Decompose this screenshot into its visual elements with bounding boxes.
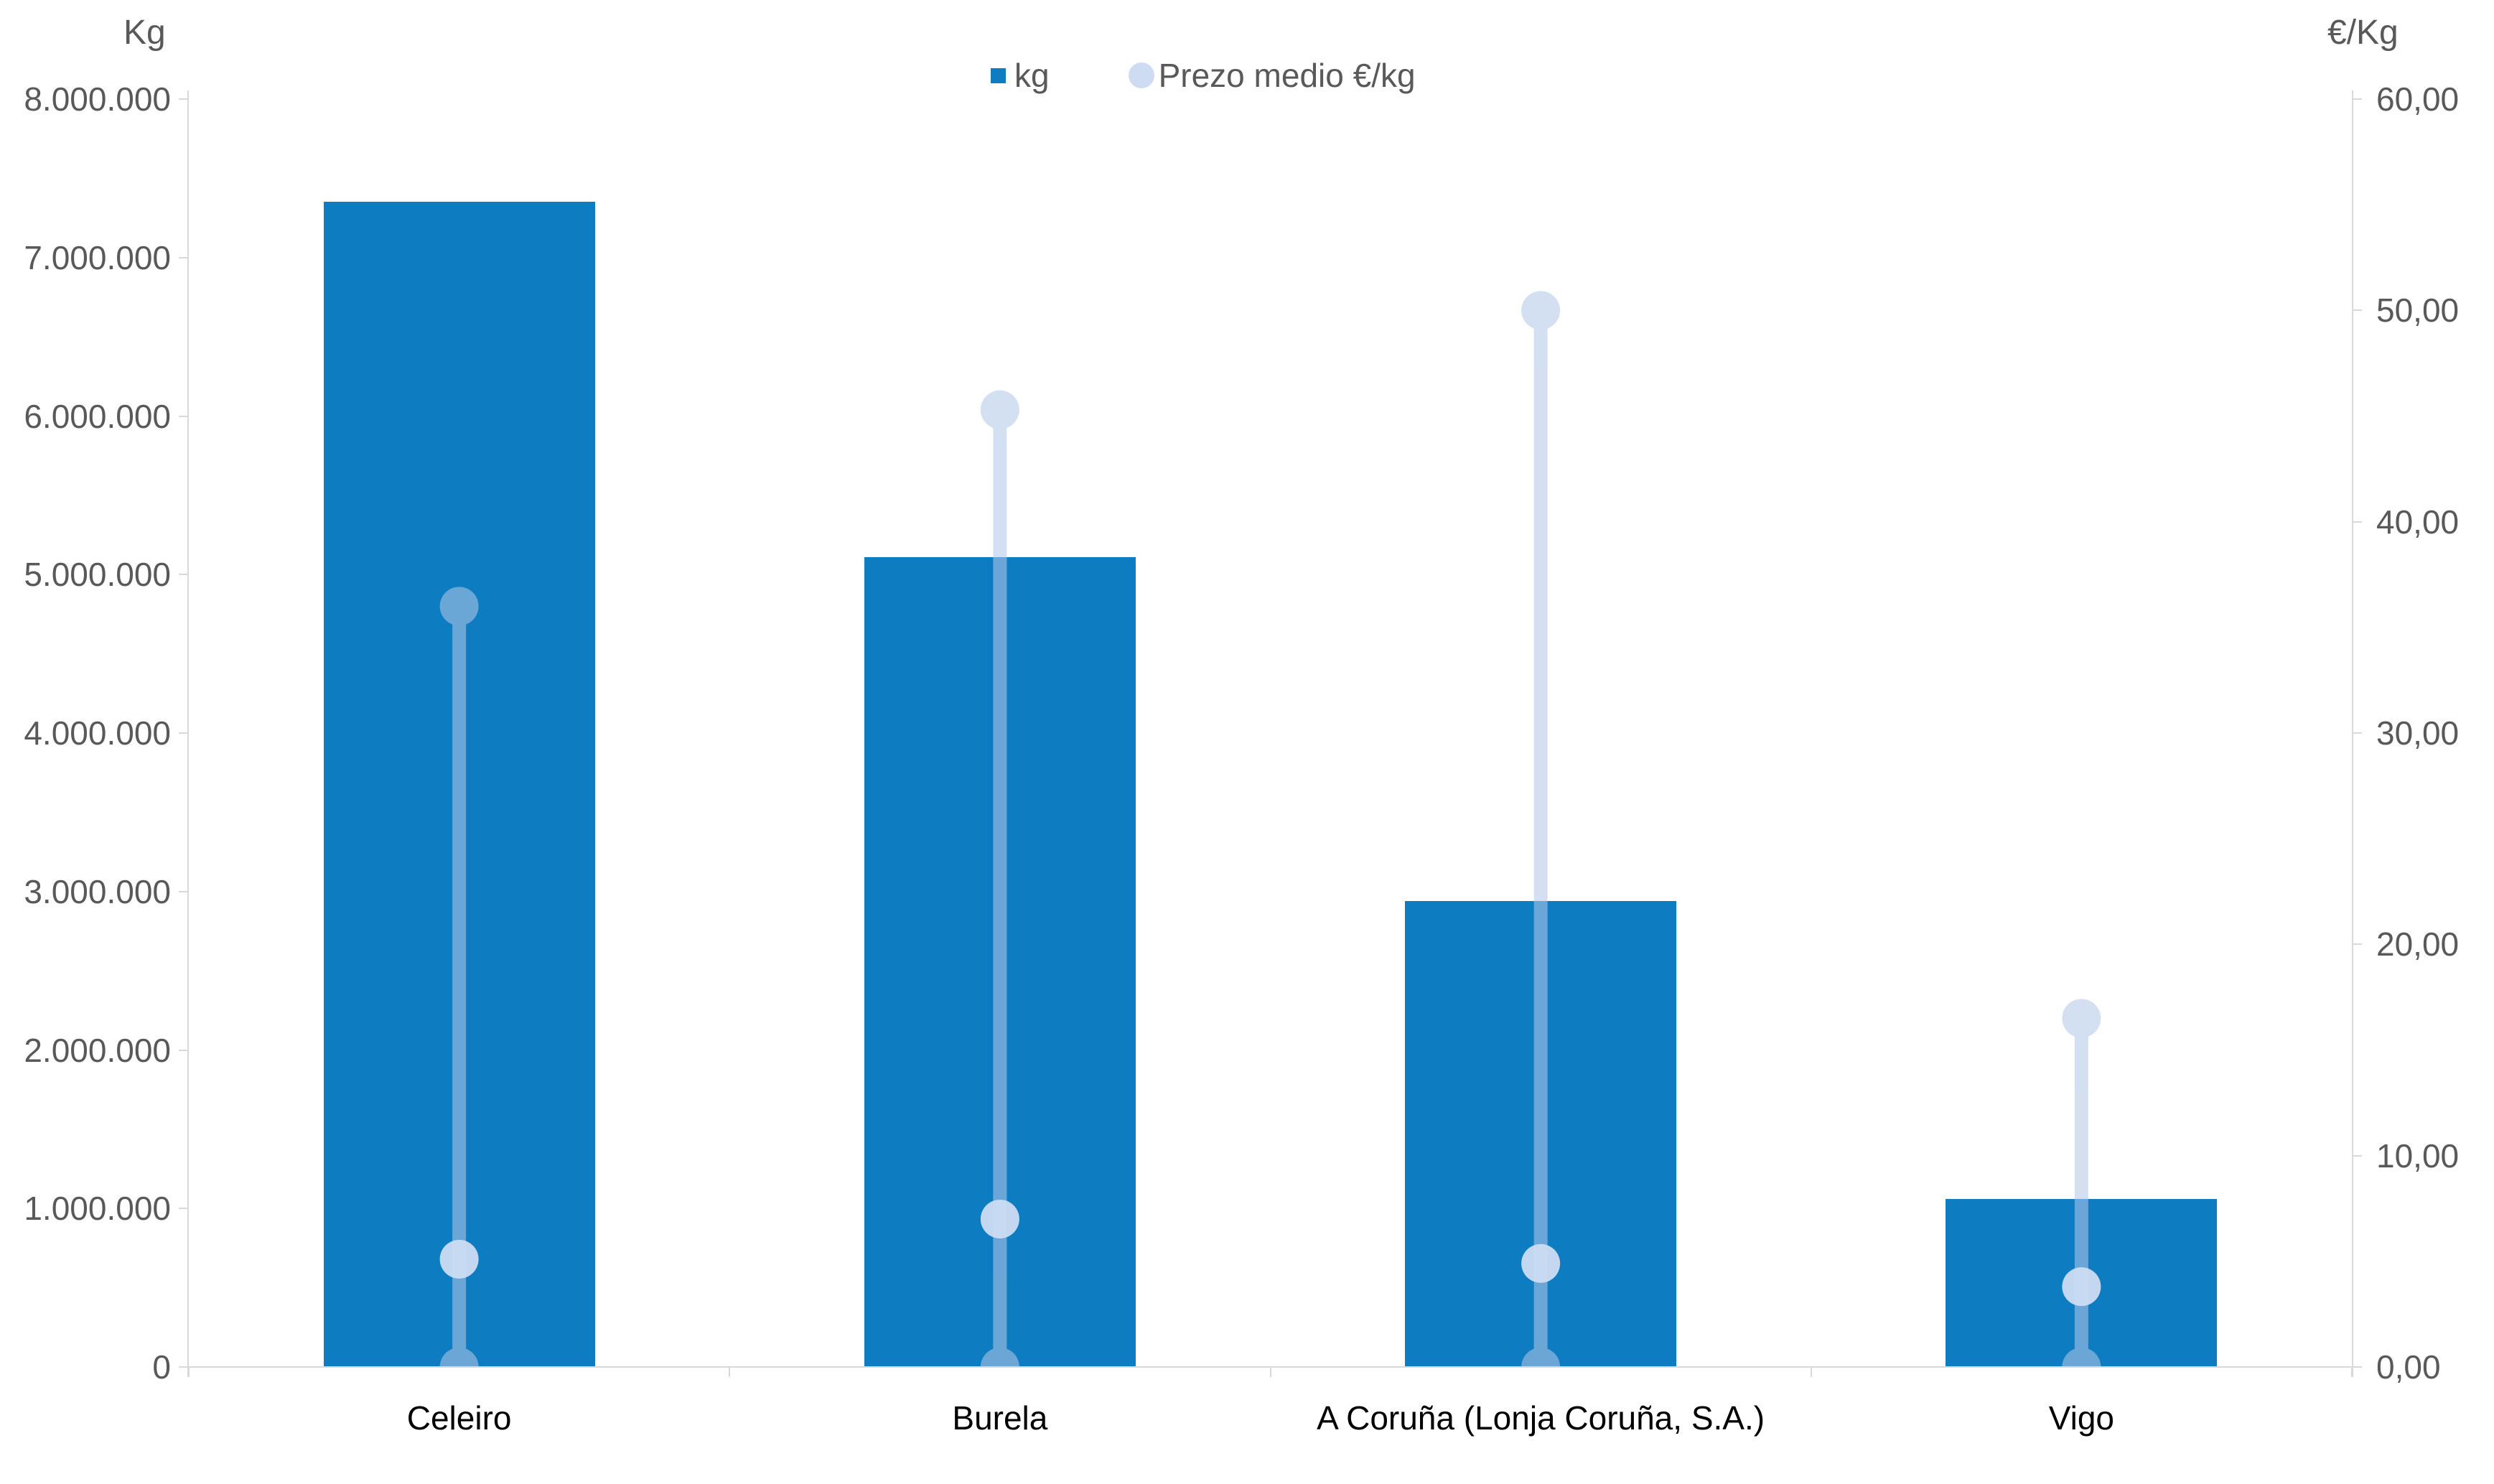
left-axis-tick-label: 5.000.000 xyxy=(24,556,171,594)
legend: kg Prezo medio €/kg xyxy=(991,49,1416,102)
legend-kg-label: kg xyxy=(1014,57,1050,94)
left-axis-tick xyxy=(179,732,187,734)
right-axis-tick xyxy=(2353,521,2362,523)
price-dot-medio-a-coru-a-lonja-coru-a-s-a xyxy=(1521,1243,1561,1283)
x-axis-label-celeiro: Celeiro xyxy=(406,1399,512,1437)
price-stem-a-coru-a-lonja-coru-a-s-a xyxy=(1521,291,1561,1367)
price-dot-low-vigo xyxy=(2062,1348,2101,1367)
price-dot-high-vigo xyxy=(2062,999,2101,1038)
x-axis-category-tick xyxy=(188,1367,190,1377)
right-axis-tick xyxy=(2353,732,2362,734)
left-axis-tick-label: 8.000.000 xyxy=(24,80,171,118)
left-axis-tick-label: 6.000.000 xyxy=(24,397,171,435)
price-dot-low-celeiro xyxy=(439,1348,479,1367)
price-dot-high-a-coru-a-lonja-coru-a-s-a xyxy=(1521,291,1561,330)
price-stem-vigo xyxy=(2062,999,2101,1367)
left-axis-tick xyxy=(179,98,187,100)
left-axis-line xyxy=(187,90,189,1377)
price-dot-high-celeiro xyxy=(439,587,479,626)
right-axis-tick-label: 40,00 xyxy=(2376,503,2460,541)
plot-area xyxy=(189,90,2352,1367)
right-axis-tick-label: 50,00 xyxy=(2376,291,2460,330)
x-axis-category-tick xyxy=(729,1367,731,1377)
right-axis-tick xyxy=(2353,1366,2362,1368)
left-axis-tick-label: 3.000.000 xyxy=(24,872,171,910)
price-stem-celeiro xyxy=(439,587,479,1367)
right-axis-title: €/Kg xyxy=(2327,14,2399,52)
left-axis-tick xyxy=(179,1366,187,1368)
x-axis-category-tick xyxy=(1810,1367,1812,1377)
right-axis-tick-label: 0,00 xyxy=(2376,1348,2441,1386)
price-dot-low-burela xyxy=(980,1348,1019,1367)
price-dot-low-a-coru-a-lonja-coru-a-s-a xyxy=(1521,1348,1561,1367)
right-axis-tick xyxy=(2353,98,2362,100)
price-lollipop-layer xyxy=(439,291,2101,1367)
x-axis-label-vigo: Vigo xyxy=(2048,1399,2114,1437)
left-axis-tick xyxy=(179,256,187,258)
legend-item-kg: kg xyxy=(991,56,1050,95)
right-axis-tick-label: 60,00 xyxy=(2376,80,2460,118)
price-series-swatch-icon xyxy=(1128,62,1154,88)
right-axis-tick xyxy=(2353,1154,2362,1157)
left-axis-tick-label: 4.000.000 xyxy=(24,714,171,752)
right-axis-tick xyxy=(2353,309,2362,312)
left-axis-tick xyxy=(179,574,187,576)
right-axis-tick-label: 10,00 xyxy=(2376,1137,2460,1175)
price-dot-medio-celeiro xyxy=(439,1239,479,1279)
legend-item-prezo-medio: Prezo medio €/kg xyxy=(1128,56,1416,95)
legend-price-label: Prezo medio €/kg xyxy=(1158,57,1416,94)
x-axis-label-burela: Burela xyxy=(952,1399,1048,1437)
left-axis-tick-label: 7.000.000 xyxy=(24,238,171,276)
x-axis-label-a-coru-a-lonja-coru-a-s-a: A Coruña (Lonja Coruña, S.A.) xyxy=(1317,1399,1765,1437)
price-dot-medio-vigo xyxy=(2062,1267,2101,1307)
x-axis-category-tick xyxy=(1269,1367,1271,1377)
price-dot-medio-burela xyxy=(980,1199,1019,1238)
left-axis-title: Kg xyxy=(123,14,166,52)
price-stem-burela xyxy=(980,390,1019,1367)
left-axis-tick xyxy=(179,1049,187,1051)
right-axis-tick-label: 20,00 xyxy=(2376,925,2460,963)
left-axis-tick-label: 2.000.000 xyxy=(24,1031,171,1069)
left-axis-tick-label: 1.000.000 xyxy=(24,1190,171,1228)
left-axis-tick xyxy=(179,415,187,417)
price-dot-high-burela xyxy=(980,390,1019,429)
left-axis-tick xyxy=(179,890,187,892)
x-axis-line xyxy=(189,1366,2352,1368)
left-axis-tick xyxy=(179,1208,187,1210)
right-axis-tick xyxy=(2353,943,2362,946)
right-axis-tick-label: 30,00 xyxy=(2376,714,2460,752)
left-axis-tick-label: 0 xyxy=(152,1348,171,1386)
kg-series-swatch-icon xyxy=(991,67,1006,83)
right-axis-line xyxy=(2352,90,2353,1377)
